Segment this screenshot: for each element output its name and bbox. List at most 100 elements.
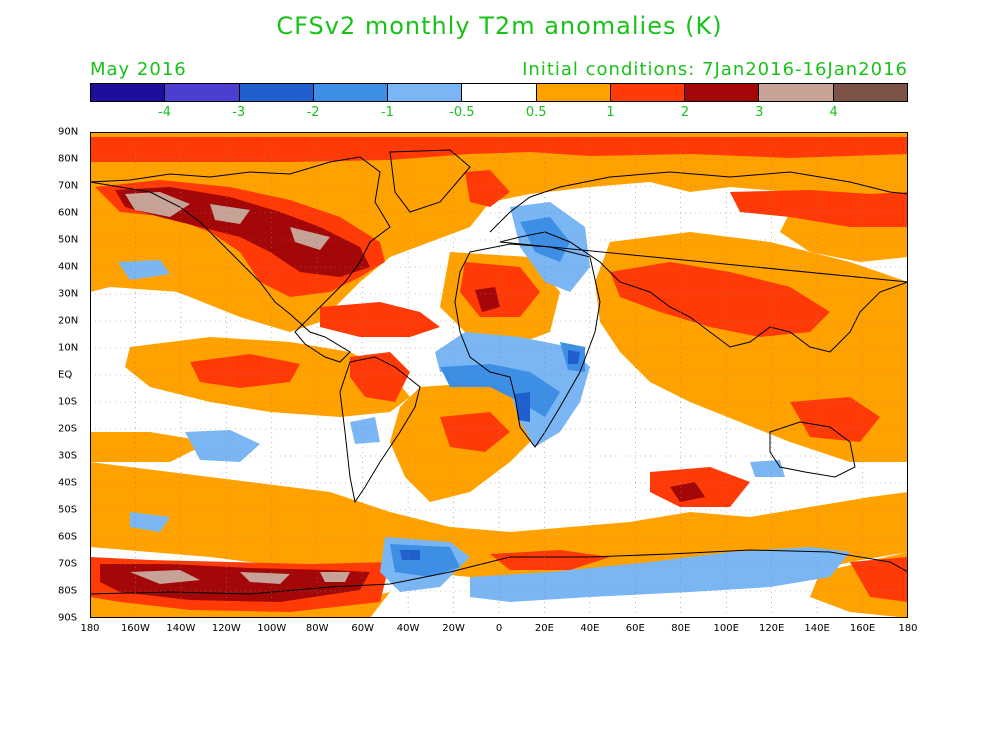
map-frame [90, 132, 908, 618]
anomaly-fill [515, 392, 530, 422]
longitude-tick-label: 80E [671, 623, 691, 634]
latitude-tick-label: 10S [58, 396, 78, 408]
latitude-tick-label: 30S [58, 450, 78, 462]
colorbar-segment [462, 84, 537, 101]
latitude-tick-label: 20S [58, 423, 78, 435]
anomaly-map-svg [89, 132, 909, 618]
latitude-tick-label: 80N [58, 153, 79, 165]
longitude-tick-label: 140E [804, 623, 830, 634]
longitude-tick-label: 120W [211, 623, 241, 634]
colorbar-tick-label: 0.5 [525, 105, 547, 120]
latitude-tick-label: 30N [58, 288, 79, 300]
anomaly-fill [210, 204, 250, 224]
longitude-tick-label: 40W [396, 623, 420, 634]
colorbar-tick-label: -0.5 [449, 105, 475, 120]
anomaly-fill [185, 430, 260, 462]
longitude-tick-label: 100E [713, 623, 739, 634]
longitude-tick-label: 40E [580, 623, 600, 634]
longitude-tick-label: 120E [758, 623, 785, 634]
color-scale-bar [90, 83, 908, 102]
colorbar-segment [239, 84, 314, 101]
anomaly-map [89, 132, 909, 618]
longitude-tick-label: 80W [305, 623, 329, 634]
longitude-tick-label: 160E [849, 623, 876, 634]
anomaly-fill [350, 417, 380, 444]
anomaly-fill [850, 557, 908, 602]
coastline-eurasia [489, 171, 909, 353]
coastline-south-america [339, 356, 421, 504]
colorbar-segment [685, 84, 760, 101]
colorbar-tick-label: -2 [306, 105, 320, 120]
coastline-antarctica [89, 549, 909, 595]
map-title: CFSv2 monthly T2m anomalies (K) [276, 12, 723, 40]
anomaly-fill [568, 350, 580, 364]
anomaly-fill [610, 262, 830, 337]
latitude-tick-label: 40N [58, 261, 79, 273]
longitude-tick-label: 0 [495, 623, 503, 634]
anomaly-fill [290, 227, 330, 250]
latitude-tick-label: 50S [58, 504, 78, 516]
latitude-tick-label: 10N [58, 342, 79, 354]
latitude-tick-label: 70S [58, 558, 78, 570]
anomaly-fill [320, 302, 440, 337]
colorbar-segment [536, 84, 611, 101]
longitude-tick-label: 140W [166, 623, 196, 634]
coastline-australia [769, 421, 856, 478]
latitude-tick-label: 60N [58, 207, 79, 219]
anomaly-fill [90, 212, 150, 272]
anomaly-fill [790, 397, 880, 442]
anomaly-fill [125, 192, 190, 217]
latitude-tick-label: 80S [58, 585, 78, 597]
anomaly-fill [670, 482, 705, 502]
colorbar-tick-label: -4 [157, 105, 171, 120]
colorbar-tick-label: 3 [755, 105, 764, 120]
colorbar-tick-label: -1 [380, 105, 394, 120]
latitude-tick-label: 60S [58, 531, 78, 543]
anomaly-fill [90, 137, 908, 162]
colorbar-tick-label: 1 [606, 105, 615, 120]
anomaly-fill [520, 217, 570, 262]
latitude-tick-label: EQ [58, 369, 73, 381]
longitude-tick-label: 180 [80, 623, 100, 634]
latitude-tick-label: 70N [58, 180, 79, 192]
anomaly-fill [475, 287, 500, 312]
anomaly-fill [90, 432, 210, 462]
colorbar-segment [91, 84, 166, 101]
colorbar-tick-label: -3 [232, 105, 246, 120]
longitude-tick-label: 20E [534, 623, 554, 634]
longitude-tick-label: 160W [120, 623, 150, 634]
anomaly-fill [400, 550, 420, 560]
colorbar-segment [388, 84, 463, 101]
latitude-tick-label: 90N [58, 126, 79, 138]
anomaly-fill [440, 412, 510, 452]
anomaly-fill [130, 570, 200, 584]
colorbar-segment [833, 84, 907, 101]
anomaly-fill [730, 190, 908, 227]
anomaly-fill [470, 547, 850, 602]
colorbar-segment [313, 84, 389, 101]
longitude-tick-label: 60E [625, 623, 645, 634]
anomaly-fill [240, 572, 290, 584]
forecast-month-label: May 2016 [90, 59, 187, 80]
coastline-greenland [389, 149, 471, 213]
latitude-tick-label: 90S [58, 612, 78, 624]
colorbar-segment [610, 84, 686, 101]
anomaly-fill [350, 352, 410, 402]
longitude-tick-label: 20W [442, 623, 465, 634]
latitude-tick-label: 20N [58, 315, 79, 327]
anomaly-fill [118, 260, 170, 280]
longitude-tick-label: 60W [351, 623, 374, 634]
anomaly-fill [490, 550, 610, 570]
longitude-tick-label: 180 [898, 623, 918, 634]
anomaly-fill [650, 467, 750, 507]
anomaly-fill [750, 460, 785, 477]
anomaly-fill [320, 572, 350, 582]
latitude-tick-label: 50N [58, 234, 79, 246]
colorbar-segment [165, 84, 240, 101]
initial-conditions-label: Initial conditions: 7Jan2016-16Jan2016 [522, 59, 908, 80]
graticule-grid [90, 132, 908, 618]
anomaly-fill [190, 354, 300, 388]
latitude-tick-label: 40S [58, 477, 78, 489]
colorbar-tick-label: 4 [829, 105, 838, 120]
coastline-north-america [89, 156, 391, 363]
